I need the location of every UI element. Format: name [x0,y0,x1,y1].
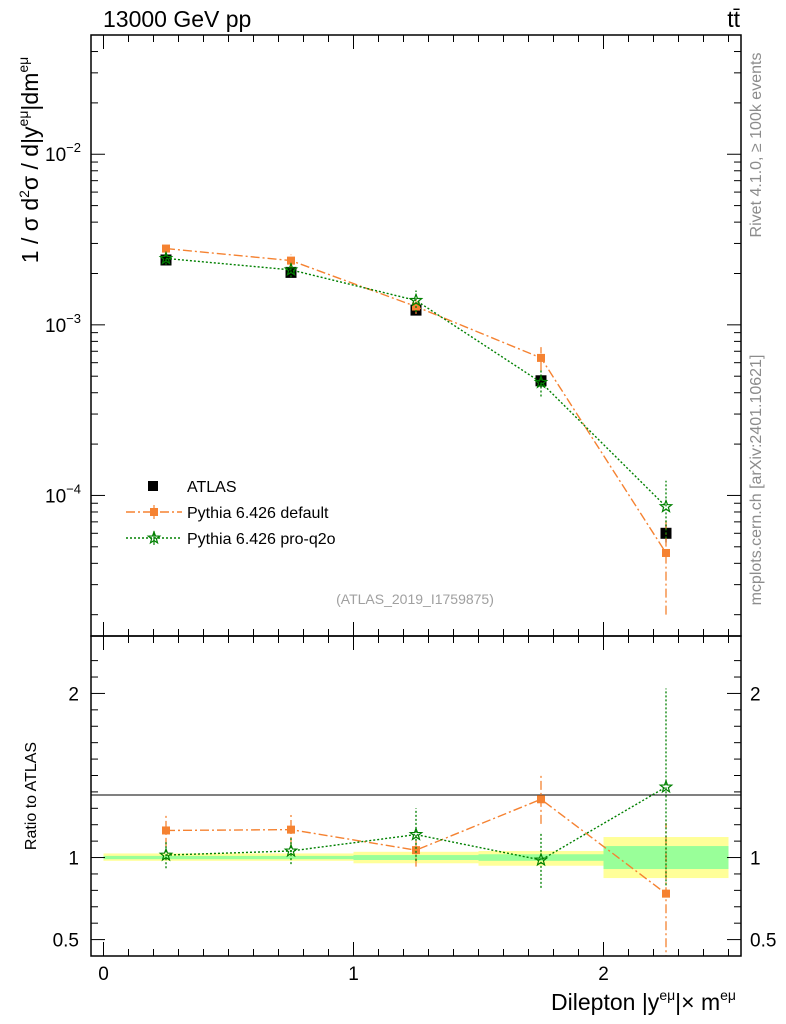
legend-default-label: Pythia 6.426 default [187,505,329,522]
legend: ATLAS Pythia 6.426 default Pythia 6.426 … [126,479,336,548]
main-pythia-default-point-4 [662,548,670,557]
main-pythia-pro-q2o-point-2 [408,292,424,307]
ratio-band-inner-1 [228,855,354,860]
main-y-tick-label-0: 10−2 [45,140,81,166]
main-pythia-pro-q2o-series [158,250,674,539]
ratio-y-axis-label: Ratio to ATLAS [23,742,40,850]
ratio-pythia-default-point-0 [162,826,170,835]
ratio-pythia-default-point-4 [662,889,670,898]
ratio-pythia-pro-q2o-point-0 [158,847,174,862]
main-y-axis-label: 1 / σ d2σ / d|yeμ|dmeμ [15,57,43,263]
ratio-pythia-default-series [162,774,670,956]
ratio-pythia-default-point-3 [537,795,545,804]
process-label: tt̄ [727,6,740,32]
energy-label: 13000 GeV pp [103,6,251,32]
main-pythia-pro-q2o-point-4 [658,498,674,513]
ratio-band-inner-3 [478,854,604,861]
ratio-band-inner-2 [353,855,479,860]
main-atlas-point-3 [535,375,547,387]
x-axis-label: Dilepton |yeμ|× meμ [551,987,736,1015]
main-pythia-default-point-0 [162,244,170,253]
legend-q2o-label: Pythia 6.426 pro-q2o [187,531,336,548]
ratio-y-tick-label-right-2: 2 [750,684,761,705]
ratio-y-tick-label-right-0.5: 0.5 [750,931,776,952]
main-series-layer [158,243,674,615]
ratio-pythia-pro-q2o-series [158,688,674,888]
ratio-y-tick-label-right-1: 1 [750,849,761,870]
legend-atlas-marker [148,481,158,491]
ratio-panel-frame [90,635,742,957]
ratio-y-tick-label-left-1: 1 [68,849,79,870]
main-pythia-pro-q2o-point-1 [283,262,299,277]
ratio-pythia-pro-q2o-point-3 [533,852,549,867]
analysis-id-label: (ATLAS_2019_I1759875) [336,591,494,607]
ratio-y-tick-label-left-2: 2 [68,684,79,705]
main-pythia-pro-q2o-point-3 [533,374,549,389]
mcplots-label: mcplots.cern.ch [arXiv:2401.10621] [748,355,765,606]
ratio-pythia-pro-q2o-point-4 [658,779,674,794]
x-tick-label-2: 2 [598,964,609,985]
ratio-series-layer [158,688,674,956]
legend-atlas-label: ATLAS [187,479,237,496]
rivet-version-label: Rivet 4.1.0, ≥ 100k events [748,53,765,238]
main-pythia-default-point-1 [287,256,295,265]
legend-q2o-marker [146,530,162,545]
ratio-pythia-pro-q2o-point-2 [408,826,424,841]
axis-ticks: 0 1 2 10−2 10−3 10−4 0.5 0.5 1 1 2 2 [45,34,776,985]
x-tick-label-0: 0 [98,964,109,985]
ratio-pythia-default-point-1 [287,825,295,834]
x-tick-label-1: 1 [348,964,359,985]
legend-default-marker [150,508,158,516]
main-pythia-default-point-3 [537,353,545,362]
ratio-pythia-default-point-2 [412,846,420,855]
main-y-tick-label-2: 10−4 [45,481,81,507]
main-pythia-pro-q2o-point-0 [158,250,174,265]
ratio-pythia-pro-q2o-point-1 [283,843,299,858]
main-y-tick-label-1: 10−3 [45,311,81,337]
main-atlas-series [160,254,672,543]
ratio-y-tick-label-left-0.5: 0.5 [53,931,79,952]
